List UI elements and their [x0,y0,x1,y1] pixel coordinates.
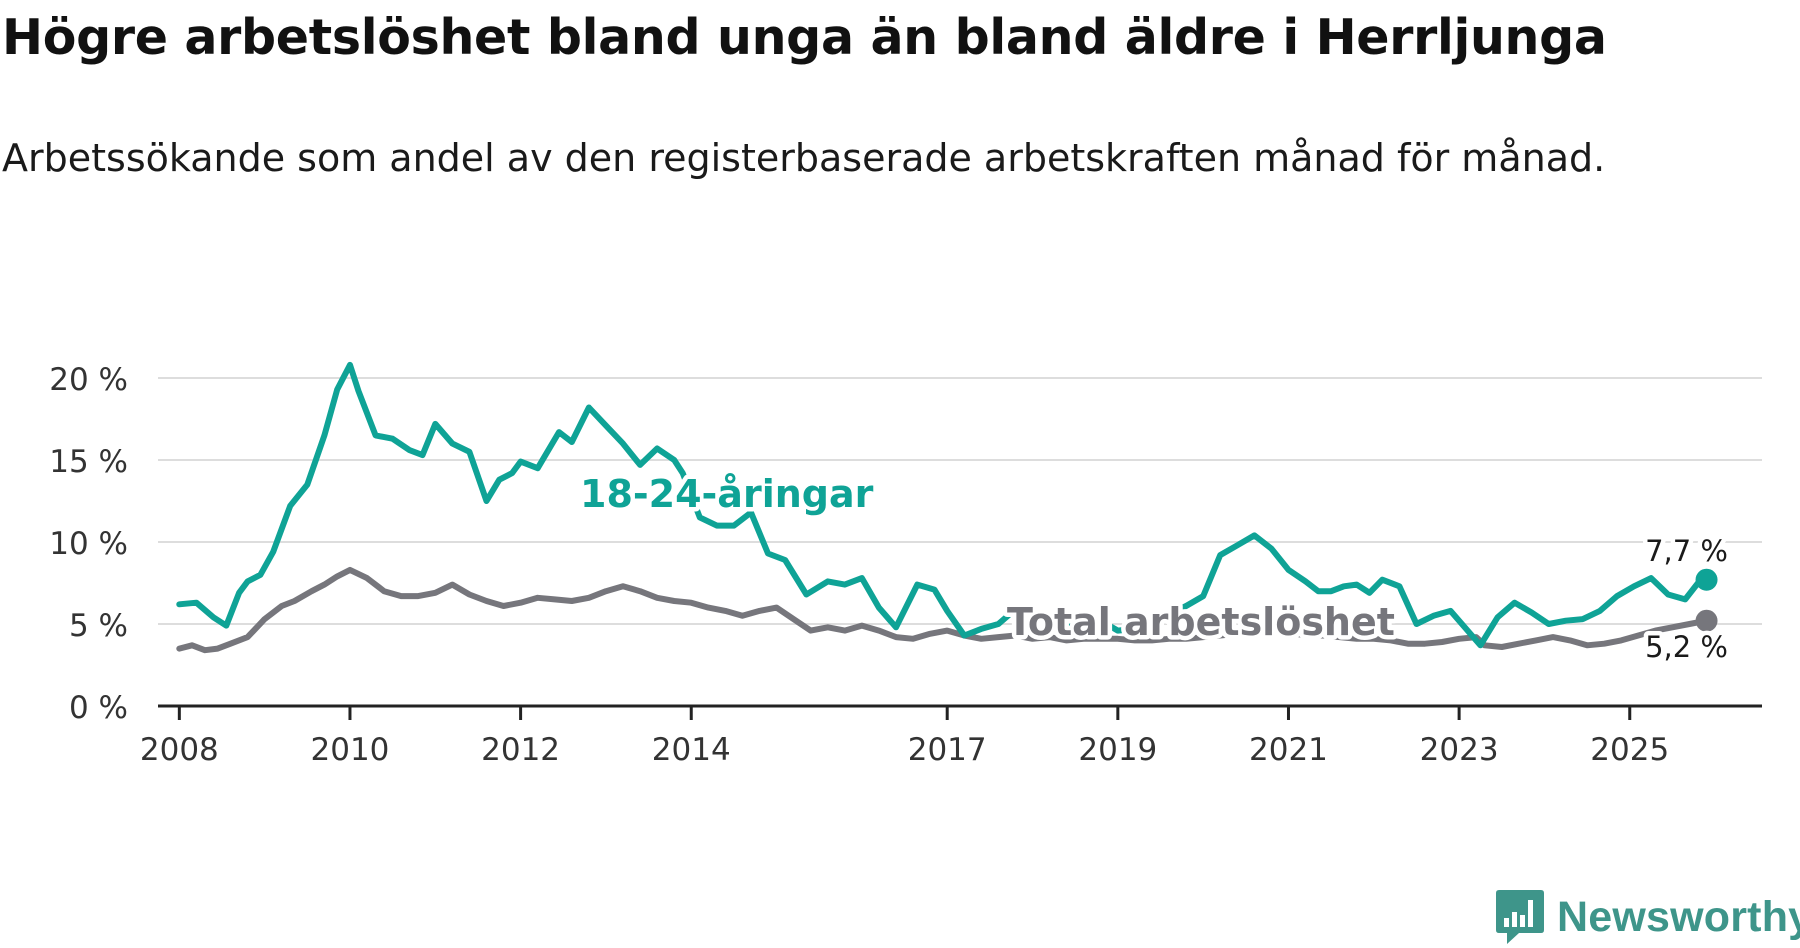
newsworthy-logo: Newsworthy [1495,888,1800,946]
series-lines [176,361,1718,654]
x-tick-label: 2017 [908,732,987,768]
series-labels: 18-24-åringar Total arbetslöshet 7,7 % 5,2 … [576,468,1733,669]
x-tick-label: 2021 [1249,732,1328,768]
chart-title: Högre arbetslöshet bland unga än bland ä… [2,9,1607,66]
bar-chart-badge-icon [1496,890,1544,944]
end-point-youth [1695,568,1718,591]
x-tick-label: 2025 [1590,732,1669,768]
y-tick-label: 10 % [49,526,128,562]
x-tick-label: 2014 [652,732,731,768]
x-tick-label: 2019 [1078,732,1157,768]
end-label-youth: 7,7 % [1645,534,1728,568]
grid-lines [158,377,1762,625]
end-label-total: 5,2 % [1645,630,1728,664]
y-tick-label: 15 % [49,444,128,480]
y-tick-label: 5 % [69,608,128,644]
y-axis-labels: 0 % 5 % 10 % 15 % 20 % [49,362,128,726]
y-tick-label: 0 % [69,690,128,726]
series-line-total [176,566,1710,654]
x-tick-label: 2010 [311,732,390,768]
series-label-youth: 18-24-åringar [580,472,874,516]
x-axis-ticks: 2008 2010 2012 2014 2017 2019 2021 2023 2025 [140,706,1669,768]
y-tick-label: 20 % [49,362,128,398]
series-label-total: Total arbetslöshet [1007,600,1395,644]
brand-name: Newsworthy [1557,892,1800,941]
series-line-youth [176,361,1710,649]
end-point-total [1695,609,1718,632]
chart-subtitle: Arbetssökande som andel av den registerb… [2,136,1606,180]
x-tick-label: 2008 [140,732,219,768]
x-tick-label: 2012 [481,732,560,768]
x-tick-label: 2023 [1420,732,1499,768]
